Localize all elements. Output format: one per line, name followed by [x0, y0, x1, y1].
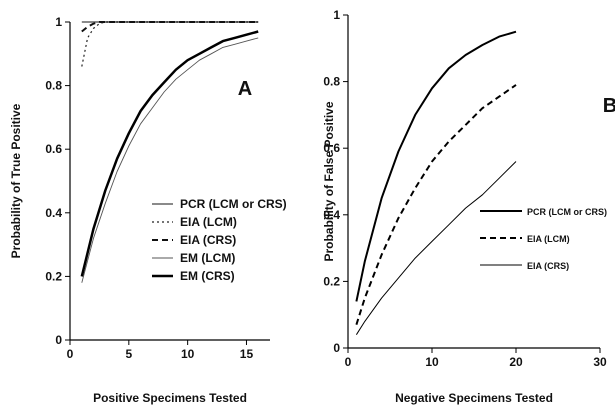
legend-label: EM (CRS)	[180, 269, 235, 283]
x-tick-label: 20	[509, 355, 523, 369]
x-tick-label: 5	[125, 347, 132, 361]
x-axis-title: Positive Specimens Tested	[93, 391, 247, 405]
series-line-2	[355, 161, 517, 335]
panel-label: B	[603, 95, 615, 117]
series-line-1	[81, 21, 259, 67]
y-tick-label: 0.4	[45, 206, 62, 220]
y-tick-label: 0.6	[323, 141, 340, 155]
y-tick-label: 0	[55, 333, 62, 347]
legend-label: PCR (LCM or CRS)	[527, 207, 607, 217]
series-line-2	[81, 21, 259, 33]
y-tick-label: 1	[55, 15, 62, 29]
series-line-0	[355, 30, 517, 302]
x-tick-label: 10	[181, 347, 195, 361]
y-tick-label: 0.8	[45, 79, 62, 93]
x-tick-label: 0	[67, 347, 74, 361]
x-tick-label: 10	[425, 355, 439, 369]
y-tick-label: 0.4	[323, 208, 340, 222]
x-tick-label: 0	[345, 355, 352, 369]
x-tick-label: 30	[593, 355, 607, 369]
legend-background	[145, 190, 273, 286]
y-axis-title: Probability of False Positive	[322, 101, 336, 261]
legend-label: EIA (CRS)	[527, 261, 569, 271]
series-line-4	[80, 30, 259, 277]
y-tick-label: 0.6	[45, 142, 62, 156]
panel-label: A	[238, 78, 252, 100]
legend-label: EIA (LCM)	[180, 215, 237, 229]
x-tick-label: 15	[240, 347, 254, 361]
legend-label: EM (LCM)	[180, 251, 235, 265]
legend-label: EIA (LCM)	[527, 234, 570, 244]
x-axis-title: Negative Specimens Tested	[395, 391, 553, 405]
y-tick-label: 1	[333, 8, 340, 22]
series-line-1	[355, 84, 517, 326]
legend-label: PCR (LCM or CRS)	[180, 197, 287, 211]
legend: PCR (LCM or CRS) EIA (LCM) EIA (CRS) EM (LC…	[145, 190, 287, 286]
y-tick-label: 0.8	[323, 75, 340, 89]
y-tick-label: 0.2	[323, 274, 340, 288]
y-tick-label: 0	[333, 341, 340, 355]
series-line-3	[81, 37, 259, 283]
y-axis-title: Probability of True Positive	[9, 103, 23, 258]
legend-label: EIA (CRS)	[180, 233, 236, 247]
y-tick-label: 0.2	[45, 269, 62, 283]
legend: PCR (LCM or CRS) EIA (LCM) EIA (CRS)	[480, 207, 607, 271]
